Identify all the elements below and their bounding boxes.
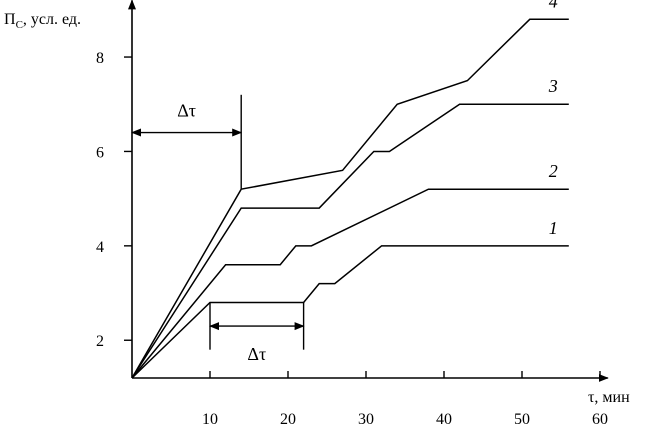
y-tick-label: 6 [96,144,104,161]
axes [128,0,609,382]
y-axis-title: ПC, усл. ед. [4,11,81,31]
series-label-2: 2 [549,161,558,181]
y-tick-label: 4 [96,239,104,256]
y-ticks: 2 4 6 8 [96,50,132,350]
x-tick-label: 20 [280,411,296,424]
series-group: 1 2 3 4 [131,0,569,379]
series-line-4 [131,18,569,379]
series-line-3 [131,103,569,379]
x-tick-label: 10 [202,411,218,424]
x-tick-label: 60 [592,411,608,424]
series-label-3: 3 [548,76,558,96]
y-tick-label: 2 [96,333,104,350]
x-tick-label: 30 [358,411,374,424]
x-tick-label: 50 [514,411,530,424]
x-axis-title: τ, мин [588,389,630,406]
upper-delta-label: Δτ [177,101,196,121]
x-ticks: 10 20 30 40 50 60 [202,371,608,424]
series-line-2 [131,188,569,379]
annotation-group: Δτ Δτ [131,94,305,364]
x-tick-label: 40 [436,411,452,424]
lower-delta-label: Δτ [247,344,266,364]
y-tick-label: 8 [96,50,104,67]
series-label-1: 1 [549,218,558,238]
series-label-4: 4 [549,0,558,11]
